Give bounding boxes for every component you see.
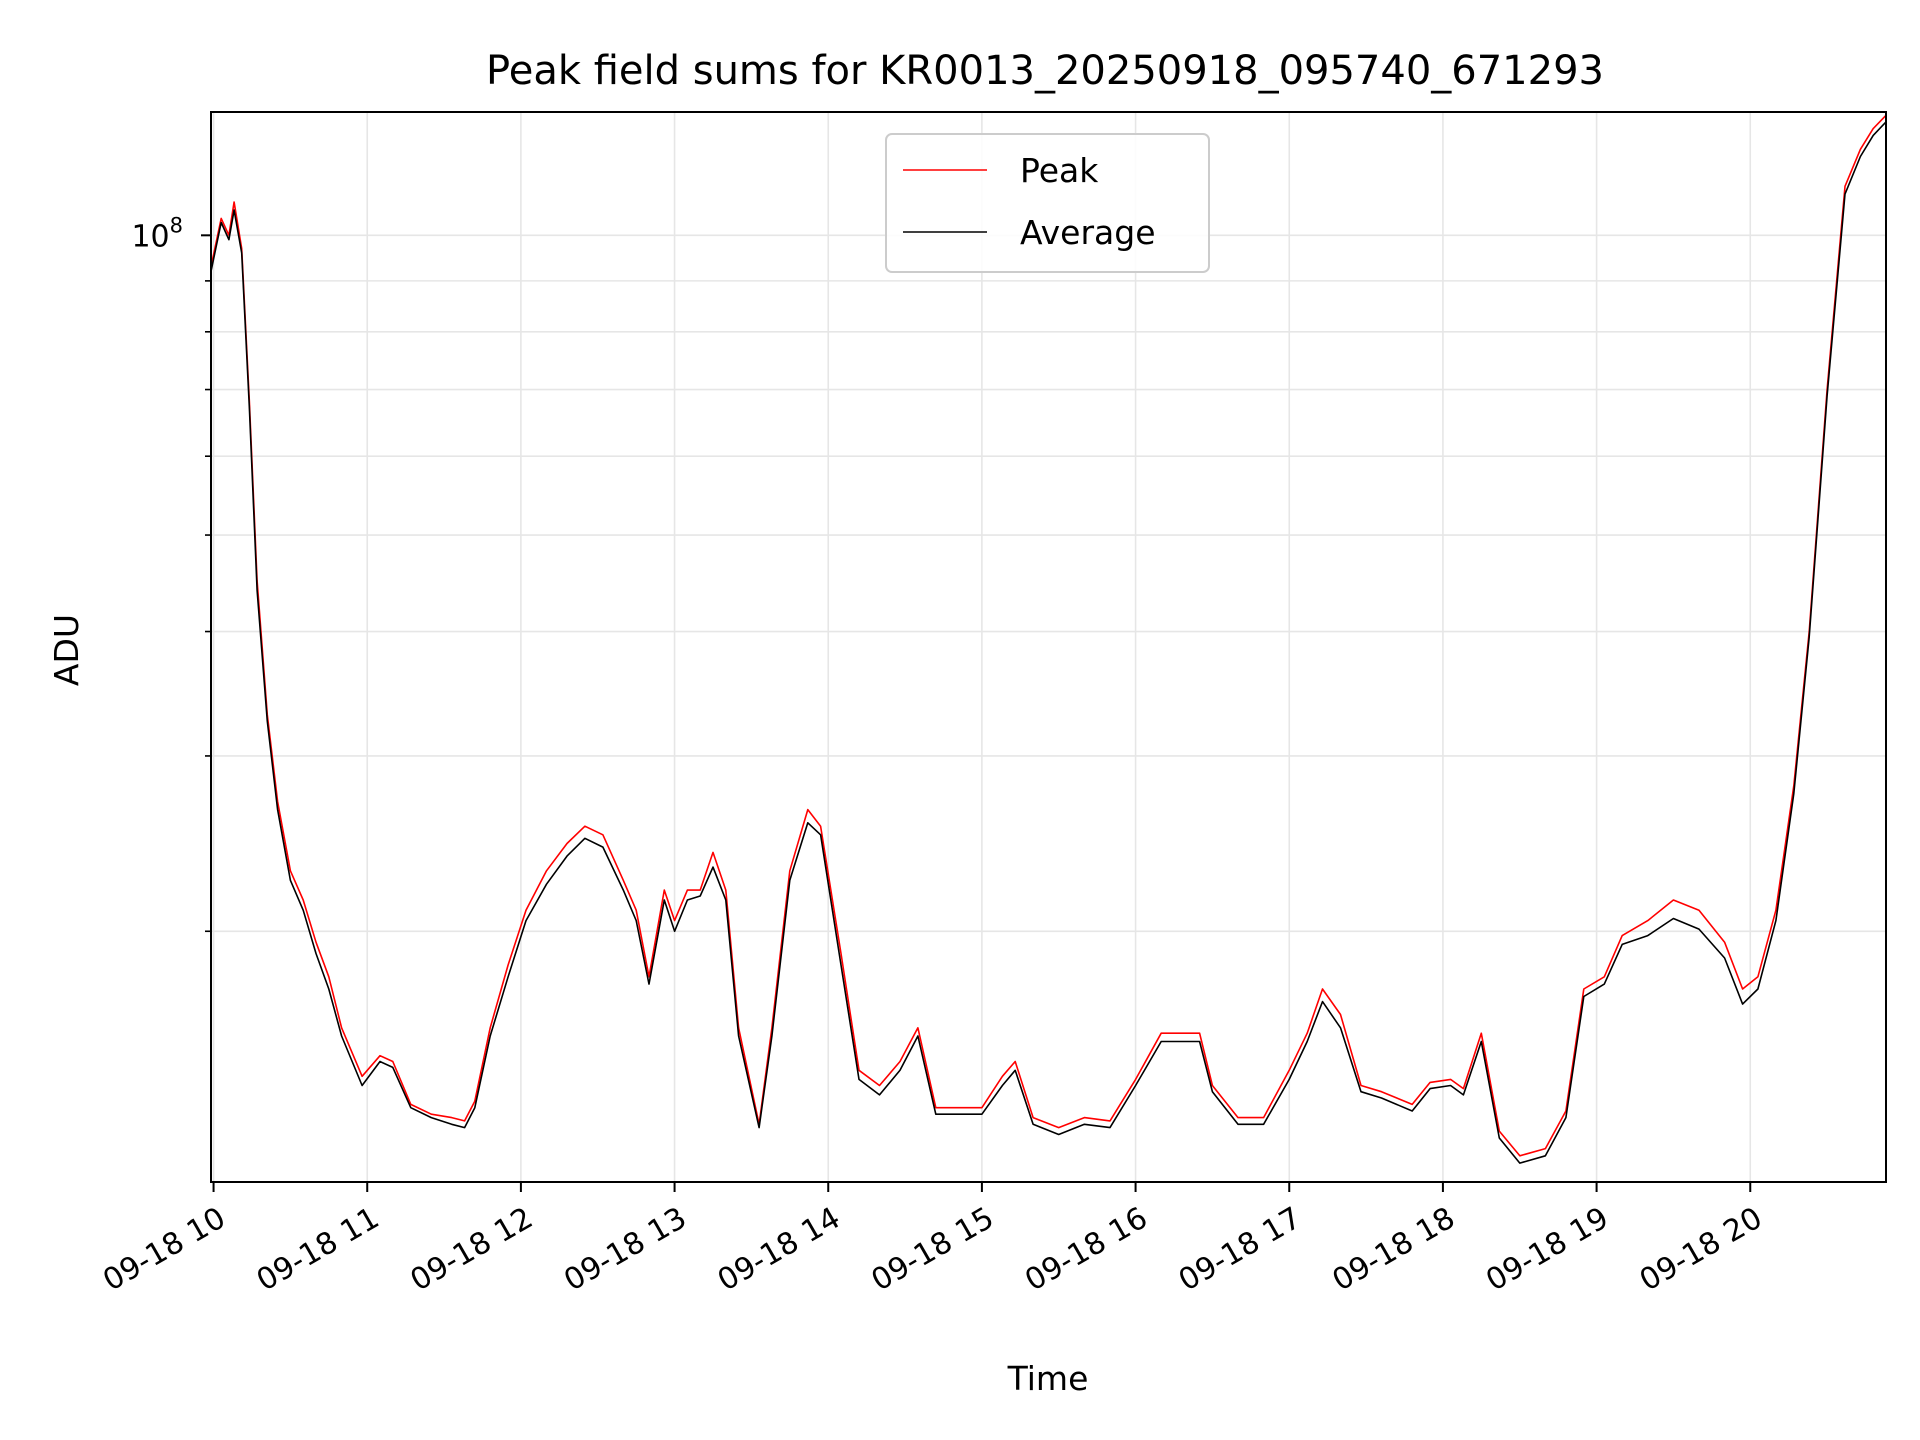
legend: Peak Average [885, 133, 1210, 273]
legend-box [885, 133, 1210, 273]
y-axis: 108 [131, 213, 211, 933]
y-tick-label-exponent: 8 [170, 213, 183, 237]
legend-label-average: Average [1020, 213, 1156, 252]
x-axis-label: Time [1007, 1359, 1089, 1398]
grid [211, 112, 1886, 1182]
chart-title: Peak field sums for KR0013_20250918_0957… [486, 48, 1604, 94]
y-tick-label-base: 10 [131, 219, 169, 254]
plot-area [210, 114, 1887, 1164]
average-series-line [210, 121, 1887, 1164]
y-axis-label: ADU [47, 614, 86, 686]
peak-series-line [210, 114, 1887, 1157]
axes-frame [210, 111, 1887, 1183]
legend-label-peak: Peak [1020, 151, 1099, 190]
y-tick-label: 108 [131, 213, 183, 254]
